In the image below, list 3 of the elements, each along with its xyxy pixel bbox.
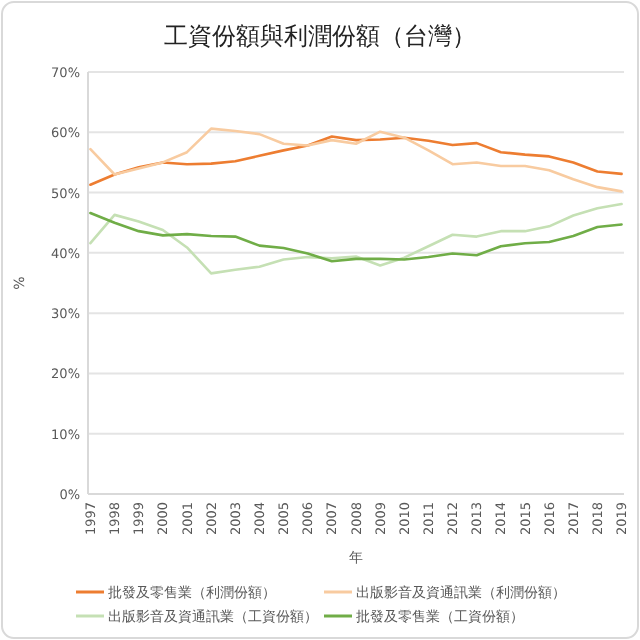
line-series — [89, 211, 623, 263]
chart-title: 工資份額與利潤份額（台灣） — [164, 22, 476, 50]
line-series — [89, 202, 623, 275]
